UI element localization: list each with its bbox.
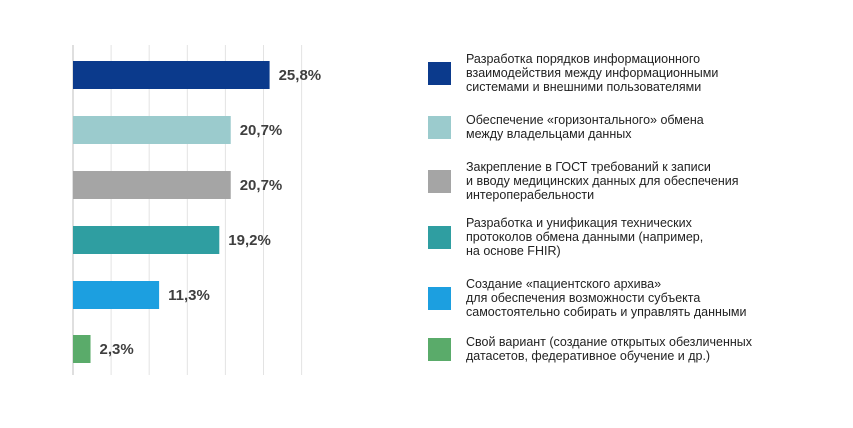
legend-label: Разработка порядков информационного взаи… [466, 52, 719, 94]
bar [73, 335, 91, 363]
bar [73, 61, 270, 89]
legend-label: Свой вариант (создание открытых обезличе… [466, 335, 753, 363]
legend-item: Разработка и унификация технических прот… [428, 216, 848, 258]
data-label: 2,3% [100, 341, 134, 358]
legend-item: Создание «пациентского архива» для обесп… [428, 277, 848, 319]
data-label: 20,7% [240, 177, 283, 194]
bar [73, 281, 160, 309]
legend-item: Разработка порядков информационного взаи… [428, 52, 848, 94]
legend-item: Обеспечение «горизонтального» обмена меж… [428, 113, 848, 141]
legend-item: Свой вариант (создание открытых обезличе… [428, 335, 848, 363]
legend-swatch [428, 61, 451, 85]
legend-swatch [428, 286, 451, 310]
legend-swatch [428, 337, 451, 361]
legend-swatch [428, 225, 451, 249]
legend-swatch [428, 115, 451, 139]
data-label: 11,3% [168, 287, 210, 304]
data-label: 25,8% [279, 67, 322, 84]
bar [73, 226, 220, 254]
bar [73, 116, 231, 144]
data-label: 20,7% [240, 122, 283, 139]
legend-label: Создание «пациентского архива» для обесп… [466, 277, 747, 319]
data-label: 19,2% [228, 232, 271, 249]
legend-item: Закрепление в ГОСТ требований к записи и… [428, 160, 848, 202]
legend-swatch [428, 169, 451, 193]
legend-label: Обеспечение «горизонтального» обмена меж… [466, 113, 704, 141]
bar-chart: 25,8% 20,7% 20,7% 19,2% 11,3% 2,3% [72, 45, 322, 375]
legend-label: Разработка и унификация технических прот… [466, 216, 704, 258]
legend-label: Закрепление в ГОСТ требований к записи и… [466, 160, 739, 202]
bar [73, 171, 231, 199]
legend: Разработка порядков информационного взаи… [428, 0, 848, 428]
